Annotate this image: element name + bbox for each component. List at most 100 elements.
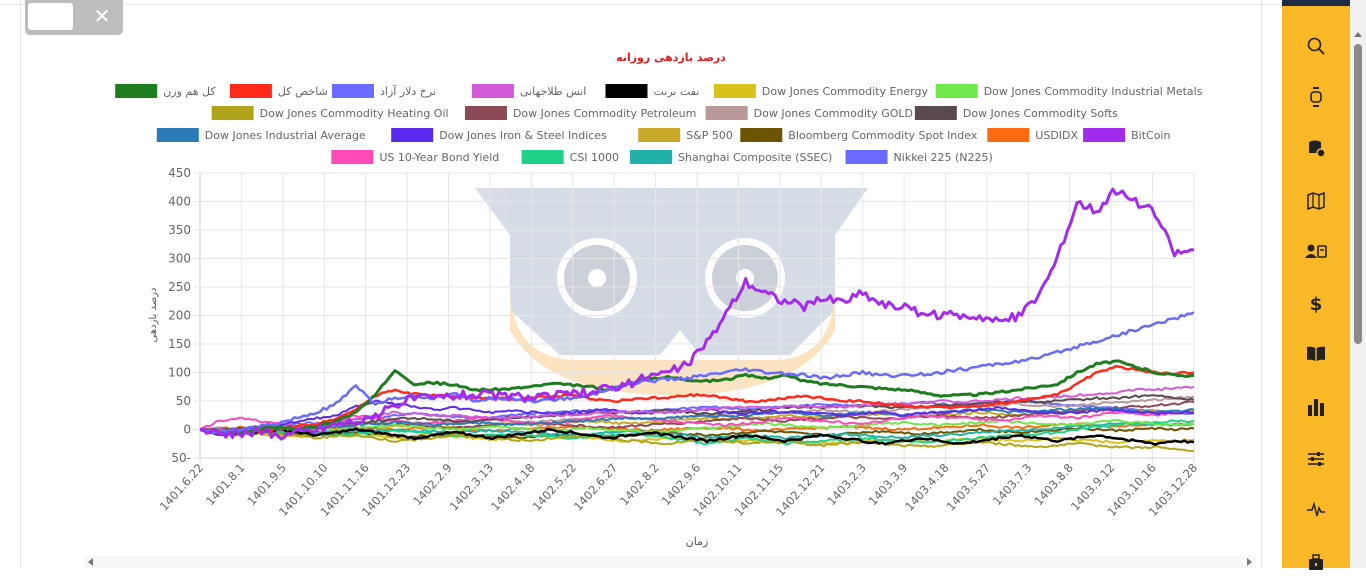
legend-item[interactable]: Dow Jones Commodity GOLD — [705, 106, 913, 120]
legend-swatch — [521, 150, 564, 164]
sidebar-top-bar — [1282, 0, 1350, 6]
legend-label: Dow Jones Commodity GOLD — [754, 107, 913, 120]
legend-label: Dow Jones Commodity Softs — [963, 107, 1118, 120]
legend-item[interactable]: انس طلاجهانی — [471, 84, 586, 98]
legend-swatch — [987, 128, 1030, 142]
legend-swatch — [464, 106, 507, 120]
x-tick-label: 1403.3.9 — [866, 461, 911, 508]
legend-item[interactable]: Dow Jones Commodity Softs — [914, 106, 1118, 120]
legend-item[interactable]: شاخص کل — [229, 84, 328, 98]
legend-swatch — [705, 106, 748, 120]
x-tick-label: 1403.7.3 — [990, 461, 1035, 508]
y-tick-label: 400 — [168, 195, 191, 209]
y-tick-label: 50- — [171, 451, 191, 465]
search-icon[interactable] — [1300, 32, 1332, 60]
y-tick-label: 450 — [168, 166, 191, 180]
legend-item[interactable]: CSI 1000 — [521, 150, 619, 164]
dollar-icon[interactable]: $ — [1309, 293, 1323, 315]
x-tick-label: 1403.8.8 — [1031, 461, 1076, 508]
x-tick-label: 1401.8.1 — [203, 461, 248, 508]
legend-label: CSI 1000 — [570, 151, 619, 164]
user-card-icon[interactable] — [1300, 238, 1332, 266]
series-line — [200, 187, 1194, 441]
map-icon[interactable] — [1300, 187, 1332, 215]
scroll-right-icon[interactable] — [1247, 558, 1252, 566]
series-line — [200, 419, 1194, 434]
series-line — [200, 427, 1194, 446]
briefcase-icon[interactable] — [1300, 548, 1332, 576]
legend-item[interactable]: Dow Jones Commodity Petroleum — [464, 106, 696, 120]
y-axis-label: درصد بازدهی — [148, 288, 159, 343]
legend-swatch — [391, 128, 434, 142]
legend-swatch — [1083, 128, 1126, 142]
horizontal-scrollbar[interactable] — [84, 556, 1256, 568]
x-tick-label: 1401.6.22 — [157, 461, 207, 514]
legend-label: شاخص کل — [278, 85, 328, 98]
legend-item[interactable]: Dow Jones Commodity Industrial Metals — [935, 84, 1203, 98]
coins-icon[interactable] — [1300, 135, 1332, 163]
legend-swatch — [211, 106, 254, 120]
legend-label: Bloomberg Commodity Spot Index — [788, 129, 978, 142]
x-tick-label: 1402.8.2 — [617, 461, 662, 508]
y-tick-label: 300 — [168, 252, 191, 266]
series-line — [200, 419, 1194, 446]
legend-item[interactable]: Dow Jones Iron & Steel Indices — [391, 128, 607, 142]
book-icon[interactable] — [1300, 340, 1332, 368]
series-line — [200, 359, 1194, 435]
x-tick-label: 1401.9.5 — [244, 461, 289, 508]
vertical-scrollbar[interactable] — [1350, 0, 1366, 568]
y-tick-label: 200 — [168, 309, 191, 323]
legend-swatch — [229, 84, 272, 98]
legend-label: Dow Jones Commodity Heating Oil — [260, 107, 449, 120]
x-tick-label: 1403.5.27 — [944, 461, 994, 514]
owl-watermark-logo — [475, 188, 868, 395]
scroll-up-icon[interactable] — [1354, 32, 1362, 37]
sliders-icon[interactable] — [1300, 445, 1332, 473]
y-tick-label: 350 — [168, 223, 191, 237]
watch-icon[interactable] — [1300, 83, 1332, 111]
close-icon[interactable]: ✕ — [93, 4, 111, 28]
legend-item[interactable]: Nikkei 225 (N225) — [845, 150, 993, 164]
legend-swatch — [740, 128, 783, 142]
chart-legend: کل هم وزن شاخص کل نرخ دلار آزاد انس طلاجهان… — [115, 84, 1203, 164]
legend-swatch — [638, 128, 681, 142]
legend-label: Shanghai Composite (SSEC) — [678, 151, 832, 164]
toggle-knob[interactable] — [28, 3, 73, 30]
legend-label: BitCoin — [1131, 129, 1170, 142]
legend-item[interactable]: BitCoin — [1083, 128, 1170, 142]
legend-label: کل هم وزن — [163, 85, 216, 98]
legend-item[interactable]: Dow Jones Commodity Energy — [713, 84, 929, 98]
legend-item[interactable]: Dow Jones Industrial Average — [156, 128, 366, 142]
legend-swatch — [713, 84, 756, 98]
pulse-icon[interactable] — [1300, 496, 1332, 524]
legend-label: Dow Jones Industrial Average — [205, 129, 366, 142]
legend-item[interactable]: US 10-Year Bond Yield — [331, 150, 499, 164]
legend-item[interactable]: Shanghai Composite (SSEC) — [630, 150, 832, 164]
legend-label: S&P 500 — [686, 129, 733, 142]
legend-swatch — [935, 84, 978, 98]
scroll-left-icon[interactable] — [88, 558, 93, 566]
x-axis-label: زمان — [686, 535, 709, 548]
legend-swatch — [332, 84, 374, 98]
y-tick-label: 150 — [168, 337, 191, 351]
legend-label: Dow Jones Commodity Petroleum — [513, 107, 696, 120]
x-axis: 1401.6.221401.8.11401.9.51401.10.101401.… — [157, 461, 1201, 519]
legend-item[interactable]: نفت برنت — [605, 84, 700, 98]
legend-label: نفت برنت — [654, 85, 700, 98]
x-tick-label: 1402.9.6 — [659, 461, 704, 508]
legend-item[interactable]: Dow Jones Commodity Heating Oil — [211, 106, 449, 120]
legend-item[interactable]: USDIDX — [987, 128, 1079, 142]
scrollbar-thumb[interactable] — [1354, 44, 1362, 344]
legend-item[interactable]: Bloomberg Commodity Spot Index — [740, 128, 978, 142]
series-group — [200, 187, 1194, 453]
legend-item[interactable]: نرخ دلار آزاد — [332, 84, 436, 98]
legend-label: Dow Jones Commodity Energy — [762, 85, 929, 98]
x-tick-label: 1402.6.27 — [571, 461, 621, 514]
legend-label: Dow Jones Iron & Steel Indices — [439, 129, 607, 142]
line-chart: درصد بازدهی روزانه کل هم وزن شاخص کل نرخ د… — [115, 51, 1203, 548]
legend-label: Nikkei 225 (N225) — [894, 151, 993, 164]
legend-item[interactable]: کل هم وزن — [115, 84, 216, 98]
bar-chart-icon[interactable] — [1300, 393, 1332, 421]
legend-item[interactable]: S&P 500 — [638, 128, 733, 142]
chart-toggle[interactable]: ✕ — [25, 0, 123, 35]
